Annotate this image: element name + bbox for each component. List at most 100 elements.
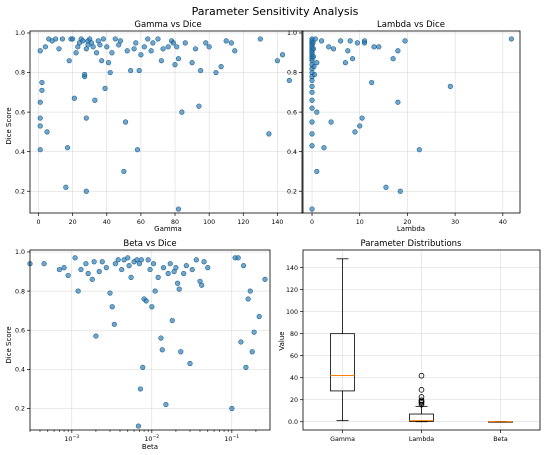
x-tick-label: Gamma (330, 436, 355, 443)
data-point (395, 99, 401, 105)
outlier-point (418, 394, 425, 400)
data-point (309, 97, 315, 103)
data-point (102, 85, 108, 91)
data-point (193, 257, 199, 263)
data-point (73, 50, 79, 56)
data-point (309, 89, 315, 95)
data-point (150, 261, 157, 267)
data-point (199, 282, 205, 288)
data-point (150, 40, 156, 46)
data-point (338, 38, 344, 44)
data-point (96, 268, 102, 275)
data-point (309, 105, 315, 111)
data-point (89, 276, 95, 282)
data-point (416, 147, 422, 153)
data-point (357, 123, 363, 129)
data-point (229, 405, 235, 412)
data-point (203, 40, 209, 46)
y-tick-label: 0.6 (287, 109, 297, 116)
data-point (160, 265, 167, 271)
data-point (91, 259, 97, 265)
data-point (218, 64, 224, 70)
data-point (257, 36, 263, 42)
data-point (198, 67, 204, 74)
data-point (232, 48, 238, 54)
data-point (141, 44, 147, 50)
data-point (81, 71, 88, 78)
data-point (314, 60, 320, 66)
data-point (93, 50, 100, 56)
data-point (179, 109, 185, 115)
data-point (56, 46, 62, 52)
data-point (201, 259, 207, 265)
data-point (155, 274, 161, 280)
data-point (175, 206, 182, 212)
data-point (321, 145, 327, 151)
data-point (342, 60, 349, 66)
y-axis-label: Dice Score (5, 107, 13, 144)
x-tick-label: 20 (69, 219, 77, 226)
data-point (111, 321, 117, 327)
axes-frame (29, 30, 304, 214)
data-point (128, 274, 134, 280)
data-point (61, 265, 67, 271)
data-point (42, 44, 48, 50)
outlier-point (418, 387, 425, 393)
data-point (279, 52, 286, 58)
data-point (158, 58, 164, 64)
plot-title: Gamma vs Dice (134, 20, 201, 30)
data-point (205, 265, 211, 271)
data-point (145, 257, 151, 263)
beta-vs-dice-plot: Beta vs Dice Beta Dice Score 0.2 0.4 0.6 0.… (5, 239, 271, 451)
data-point (309, 119, 315, 125)
data-point (247, 288, 253, 294)
data-point (44, 129, 50, 135)
data-point (83, 261, 89, 267)
data-point (64, 145, 71, 151)
data-point (104, 44, 110, 50)
data-point (176, 286, 182, 292)
data-point (328, 119, 334, 125)
data-point (395, 48, 401, 54)
data-point (124, 48, 130, 54)
data-point (175, 56, 182, 62)
data-point (128, 67, 134, 74)
x-axis-label: Lambda (397, 225, 425, 233)
data-point (100, 36, 106, 42)
y-tick-label: 0.8 (15, 70, 25, 77)
data-point (447, 83, 453, 89)
y-tick-label: 0.8 (287, 70, 297, 77)
data-point (371, 44, 377, 50)
data-point (163, 401, 169, 408)
data-point (182, 40, 188, 46)
data-point (187, 360, 193, 367)
data-point (361, 38, 368, 44)
y-axis-label: Value (278, 331, 286, 350)
data-point (192, 46, 199, 52)
data-point (59, 36, 66, 42)
data-point (136, 67, 142, 74)
x-tick-label: Lambda (409, 436, 434, 443)
data-point (147, 266, 153, 273)
data-point (178, 349, 184, 355)
data-point (173, 265, 179, 271)
data-point (311, 71, 318, 78)
x-tick-label: 140 (271, 219, 283, 226)
data-point (165, 270, 171, 277)
x-tick-label: 10 (356, 219, 364, 226)
y-tick-label: 60 (290, 353, 298, 360)
data-point (71, 95, 77, 101)
data-point (107, 69, 113, 76)
data-point (78, 266, 84, 273)
data-point (314, 109, 320, 115)
data-point (138, 52, 144, 58)
data-point (140, 364, 146, 370)
data-point (169, 317, 175, 324)
x-tick-label: 20 (403, 219, 411, 226)
outlier-point (418, 372, 425, 379)
data-point (37, 115, 43, 121)
data-point (112, 36, 118, 42)
lambda-vs-dice-plot: Lambda vs Dice Lambda 0.2 0.4 0.6 0.8 1.0 0 10… (287, 20, 521, 233)
axes-frame (302, 249, 541, 431)
data-point (41, 261, 47, 267)
